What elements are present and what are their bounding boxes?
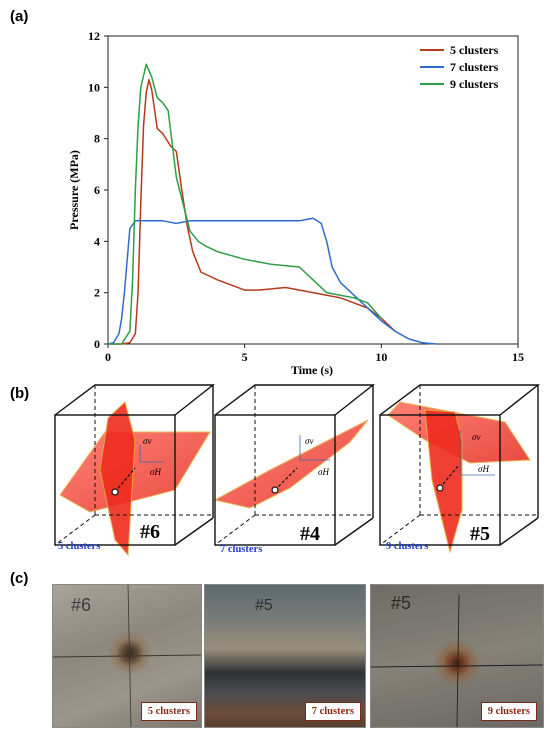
fracture-diagrams: σv σH 5 clusters #6 σv σH 7 clusters #4 <box>54 384 541 557</box>
panel-label-b: (b) <box>10 385 30 402</box>
crack-lines <box>371 594 543 727</box>
y-tick-label: 2 <box>94 286 100 300</box>
sigma-v-label: σv <box>143 436 151 446</box>
legend-label: 5 clusters <box>450 43 499 57</box>
cube-diagram-5-clusters: σv σH 5 clusters #6 <box>54 384 216 557</box>
panel-label-c: (c) <box>10 570 29 587</box>
vertical-fracture-plane <box>424 409 463 554</box>
cluster-label-1: 5 clusters <box>58 541 100 552</box>
case-label-2: #4 <box>300 523 320 545</box>
case-label-3: #5 <box>470 523 490 545</box>
pressure-chart: 0 5 10 15 0 2 4 6 8 10 12 5 clusters 7 clusters 9 cl… <box>67 29 524 377</box>
x-tick-label: 10 <box>375 350 387 364</box>
y-tick-label: 8 <box>94 132 100 146</box>
photo-caption-9-clusters: 9 clusters <box>480 702 537 721</box>
crack-lines <box>53 585 201 727</box>
specimen-marking: #5 <box>391 593 412 613</box>
x-tick-label: 0 <box>105 350 111 364</box>
series-line-5-clusters <box>108 78 396 345</box>
cluster-label-2: 7 clusters <box>220 544 262 555</box>
x-axis-label: Time (s) <box>291 363 333 377</box>
y-tick-label: 6 <box>94 183 100 197</box>
x-tick-label: 15 <box>512 350 524 364</box>
photo-5-clusters: #6 5 clusters <box>52 584 202 728</box>
cube-diagram-7-clusters: σv σH 7 clusters #4 <box>213 384 376 555</box>
legend-label: 9 clusters <box>450 77 499 91</box>
legend-label: 7 clusters <box>450 60 499 74</box>
sigma-v-label: σv <box>305 436 313 446</box>
photo-7-clusters: #5 7 clusters <box>204 584 366 728</box>
y-tick-label: 4 <box>94 234 100 248</box>
specimen-marking: #6 <box>71 595 92 615</box>
sigma-h-label: σH <box>150 467 161 477</box>
horizontal-fracture-plane <box>59 431 211 513</box>
series-line-7-clusters <box>107 217 437 345</box>
cluster-label-3: 9 clusters <box>386 541 428 552</box>
chart-legend: 5 clusters 7 clusters 9 clusters <box>420 43 499 91</box>
inclined-fracture-plane <box>213 419 369 509</box>
y-tick-label: 0 <box>94 337 100 351</box>
cube-diagram-9-clusters: σv σH 9 clusters #5 <box>379 384 541 554</box>
photo-9-clusters: #5 9 clusters <box>370 584 544 728</box>
photo-caption-7-clusters: 7 clusters <box>304 702 361 721</box>
series-line-9-clusters <box>108 63 382 345</box>
vertical-fracture-plane <box>99 401 136 557</box>
y-tick-label: 12 <box>88 29 100 43</box>
chart-axes: 0 5 10 15 0 2 4 6 8 10 12 <box>88 29 524 364</box>
x-tick-label: 5 <box>242 350 248 364</box>
chart-series <box>107 63 437 345</box>
sigma-h-label: σH <box>478 464 489 474</box>
y-tick-label: 10 <box>88 80 100 94</box>
panel-label-a: (a) <box>10 8 29 25</box>
sigma-h-label: σH <box>318 467 329 477</box>
sigma-v-label: σv <box>472 432 480 442</box>
case-label-1: #6 <box>140 521 160 543</box>
y-axis-label: Pressure (MPa) <box>67 150 81 230</box>
photo-caption-5-clusters: 5 clusters <box>140 702 197 721</box>
specimen-marking: #5 <box>255 597 273 614</box>
